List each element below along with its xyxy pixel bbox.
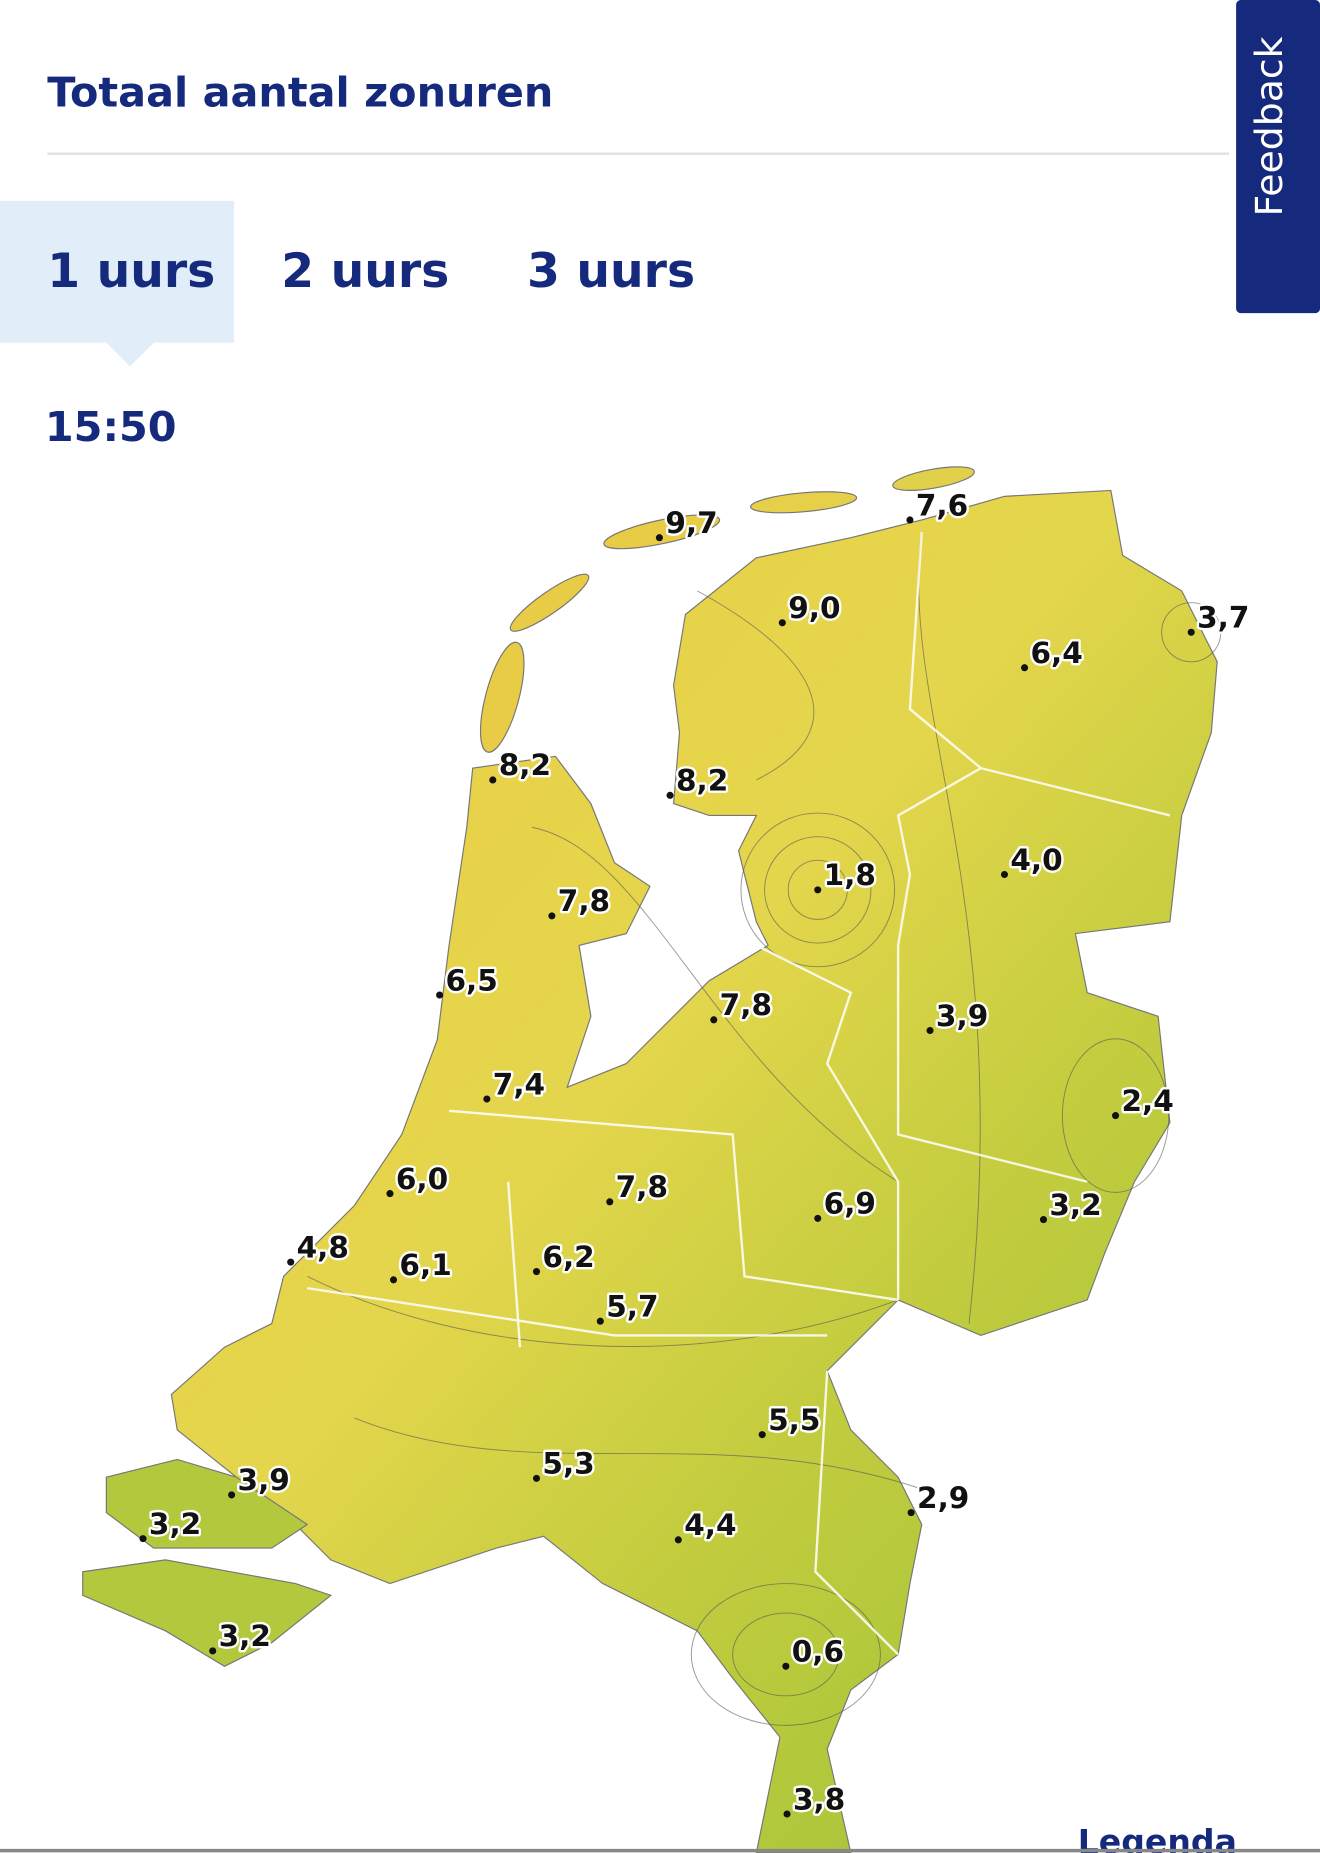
station-dot xyxy=(926,1026,934,1035)
station-label: 4,8 xyxy=(297,1230,349,1264)
station-dot xyxy=(1039,1216,1048,1224)
station-dot xyxy=(606,1198,614,1206)
station-label: 1,8 xyxy=(824,858,876,892)
legend-link[interactable]: Legenda xyxy=(1078,1822,1237,1853)
station-dot xyxy=(1187,628,1195,636)
station-label: 6,1 xyxy=(399,1248,451,1282)
page-title: Totaal aantal zonuren xyxy=(47,68,553,116)
station-dot xyxy=(596,1317,604,1325)
station-label: 0,6 xyxy=(792,1635,844,1669)
station-dot xyxy=(1112,1112,1120,1120)
station-dot xyxy=(139,1535,147,1543)
station-dot xyxy=(782,1662,790,1670)
station-label: 3,7 xyxy=(1197,601,1249,635)
station-dot xyxy=(710,1016,718,1024)
station-dot xyxy=(386,1190,394,1198)
station-dot xyxy=(209,1647,217,1655)
feedback-button[interactable] xyxy=(1236,0,1320,314)
station-label: 3,8 xyxy=(793,1782,845,1816)
tab-highlight xyxy=(0,200,234,343)
station-dot xyxy=(1021,664,1029,672)
station-label: 3,9 xyxy=(936,999,988,1033)
station-dot xyxy=(489,776,497,784)
station-label: 6,4 xyxy=(1030,636,1082,670)
station-label: 7,8 xyxy=(720,988,772,1022)
station-label: 2,4 xyxy=(1121,1084,1173,1118)
station-dot xyxy=(532,1474,541,1482)
station-dot xyxy=(906,516,914,524)
station-label: 4,4 xyxy=(684,1508,736,1542)
station-label: 7,4 xyxy=(493,1067,545,1101)
station-label: 6,0 xyxy=(396,1162,448,1196)
station-label: 6,2 xyxy=(542,1240,594,1274)
station-dot xyxy=(548,912,556,920)
station-label: 9,7 xyxy=(665,506,717,540)
tab[interactable]: 3 uurs xyxy=(527,244,695,299)
station-label: 6,9 xyxy=(824,1187,876,1221)
station-label: 5,3 xyxy=(542,1447,594,1481)
station-dot xyxy=(814,886,822,894)
wadden-island xyxy=(603,514,721,550)
wadden-island xyxy=(479,641,525,753)
station-dot xyxy=(814,1214,822,1222)
map: 9,7 7,6 9,0 3,7 6,4 8,2 8,2 1,8 4,0 7,8 6,5 7,8 3,9 2… xyxy=(82,466,1252,1853)
station-label: 7,6 xyxy=(916,488,968,522)
mainland xyxy=(170,489,1218,1853)
feedback-label[interactable]: Feedback xyxy=(1247,36,1291,216)
station-dot xyxy=(483,1095,491,1103)
station-dot xyxy=(436,991,444,999)
contours xyxy=(307,531,1222,1726)
tab-pointer xyxy=(106,342,154,367)
station-dot xyxy=(674,1536,682,1544)
station-dot xyxy=(666,791,674,799)
station-dot xyxy=(783,1810,791,1818)
station-label: 8,2 xyxy=(499,748,551,782)
station-label: 8,2 xyxy=(676,764,728,798)
station-dot xyxy=(655,534,663,542)
station-label: 5,5 xyxy=(768,1403,820,1437)
station-label: 7,8 xyxy=(616,1170,668,1204)
wadden-island xyxy=(750,491,858,514)
station-label: 3,9 xyxy=(238,1463,290,1497)
wadden-island xyxy=(892,466,975,491)
station-label: 3,2 xyxy=(149,1507,201,1541)
tab[interactable]: 2 uurs xyxy=(281,244,449,299)
wadden-island xyxy=(509,573,590,632)
province-borders xyxy=(307,531,1171,1656)
station-label: 7,8 xyxy=(558,884,610,918)
tab[interactable]: 1 uurs xyxy=(47,244,215,299)
station-dot xyxy=(228,1491,236,1499)
station-label: 3,2 xyxy=(219,1619,271,1653)
time-label: 15:50 xyxy=(45,403,177,451)
station-dot xyxy=(532,1268,541,1276)
station-dot xyxy=(907,1509,915,1517)
zeeland-island xyxy=(105,1458,309,1549)
station-label: 9,0 xyxy=(788,591,840,625)
station-dot xyxy=(758,1431,766,1439)
station-label: 5,7 xyxy=(606,1289,658,1323)
station-label: 2,9 xyxy=(917,1481,969,1515)
zeeland-island xyxy=(82,1559,333,1667)
station-dot xyxy=(778,619,786,627)
station-label: 4,0 xyxy=(1010,843,1062,877)
station-dot xyxy=(287,1258,295,1266)
station-label: 6,5 xyxy=(446,963,498,997)
station-label: 3,2 xyxy=(1049,1188,1101,1222)
station-dot xyxy=(389,1276,398,1284)
station-dot xyxy=(1000,870,1009,879)
